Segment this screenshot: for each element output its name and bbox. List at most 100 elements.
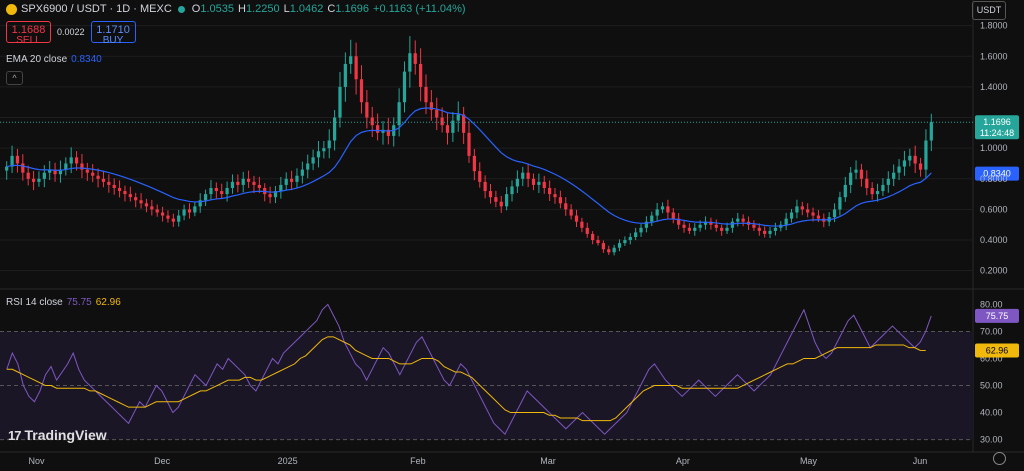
candle-body [601,243,606,250]
candle-body [198,200,202,207]
candle-body [687,227,692,231]
candle-body [660,206,665,210]
time-tick-label: Dec [154,456,171,466]
candle-body [359,79,364,103]
candle-body [462,114,466,133]
rsi-value-tag-label: 75.75 [986,311,1009,321]
candle-body [397,102,401,126]
candle-body [682,224,686,228]
candle-body [499,201,503,207]
candle-body [725,227,729,231]
candle-body [53,169,57,175]
candle-body [273,191,278,198]
rsi-value: 75.75 [66,297,92,308]
candle-body [505,194,509,207]
candle-body [26,172,30,179]
candle-body [15,155,20,164]
ohlc-value: 1.0535 [200,3,235,15]
candle-body [806,209,810,213]
rsi-pane [0,303,973,441]
rsi-legend[interactable]: RSI 14 close 75.75 62.96 [6,297,121,308]
candle-body [478,171,482,182]
ema-price-label: 0.8340 [983,169,1011,179]
candle-body [564,203,568,210]
currency-selector[interactable]: USDT [972,1,1006,20]
candle-body [865,178,869,188]
candle-body [902,160,907,167]
collapse-indicators-button[interactable]: ^ [6,71,23,85]
candle-body [644,221,649,228]
candle-body [343,63,347,87]
trade-panel: 1.1688 SELL 0.0022 1.1710 BUY [6,21,136,46]
candle-body [295,175,299,182]
candle-body [849,172,853,185]
candle-body [548,187,552,195]
candle-body [171,218,175,222]
rsi-ma-value-tag [975,343,1019,358]
candle-body [456,114,460,121]
candle-body [435,109,439,118]
price-tick-label: 0.8000 [980,174,1008,184]
candle-body [155,209,159,213]
ema-label: EMA 20 close [6,54,68,65]
candle-body [144,203,149,207]
rsi-tick-label: 40.00 [980,408,1003,418]
candle-body [440,117,444,126]
price-tick-label: 0.2000 [980,266,1008,276]
price-tick-label: 0.4000 [980,235,1008,245]
candle-body [445,125,450,133]
candle-body [85,169,89,173]
candle-body [677,218,681,225]
candle-body [284,178,288,185]
rsi-ma-value-tag-label: 62.96 [986,345,1009,355]
candle-body [429,102,433,110]
settings-icon[interactable] [993,452,1006,465]
price-candles [5,36,933,256]
candle-body [134,197,138,201]
candle-body [69,157,73,164]
ohlc-item: +0.1163 (+11.04%) [373,3,466,15]
candle-body [897,166,901,173]
candle-body [225,187,229,195]
sell-button[interactable]: 1.1688 SELL [6,21,51,46]
candle-body [617,243,622,248]
candle-body [177,215,181,222]
candle-body [591,233,595,241]
ohlc-item: L1.0462 [284,3,324,15]
candle-body [74,157,79,164]
candle-body [230,181,235,188]
candle-body [21,163,25,173]
candle-body [451,120,455,133]
ohlc-key: C [327,3,336,15]
candle-body [650,215,654,222]
tradingview-logo-text: TradingView [24,427,107,443]
buy-button[interactable]: 1.1710 BUY [90,21,136,46]
ema-legend[interactable]: EMA 20 close 0.8340 [6,54,102,65]
rsi-tick-label: 60.00 [980,353,1003,363]
chart-header: SPX6900 / USDT · 1D · MEXC O1.0535 H1.225… [6,3,466,15]
candle-body [42,172,46,179]
candle-body [413,53,417,64]
sell-label: SELL [16,35,41,46]
candle-body [268,194,272,198]
candle-body [236,181,240,185]
ohlc-key: O [191,3,201,15]
candle-body [494,197,498,202]
time-tick-label: Feb [410,456,426,466]
candle-body [214,187,218,192]
candle-body [209,187,213,195]
candle-body [370,117,374,126]
tradingview-logo[interactable]: 17 TradingView [8,427,107,443]
candle-body [515,178,519,187]
candle-body [918,163,923,170]
candle-body [37,178,41,182]
candle-body [472,155,476,172]
symbol-title[interactable]: SPX6900 / USDT · 1D · MEXC [21,3,172,15]
candle-body [402,71,407,103]
rsi-ma-line [6,336,926,422]
candle-body [558,197,562,204]
candle-body [182,209,186,216]
buy-price: 1.1710 [96,24,130,36]
